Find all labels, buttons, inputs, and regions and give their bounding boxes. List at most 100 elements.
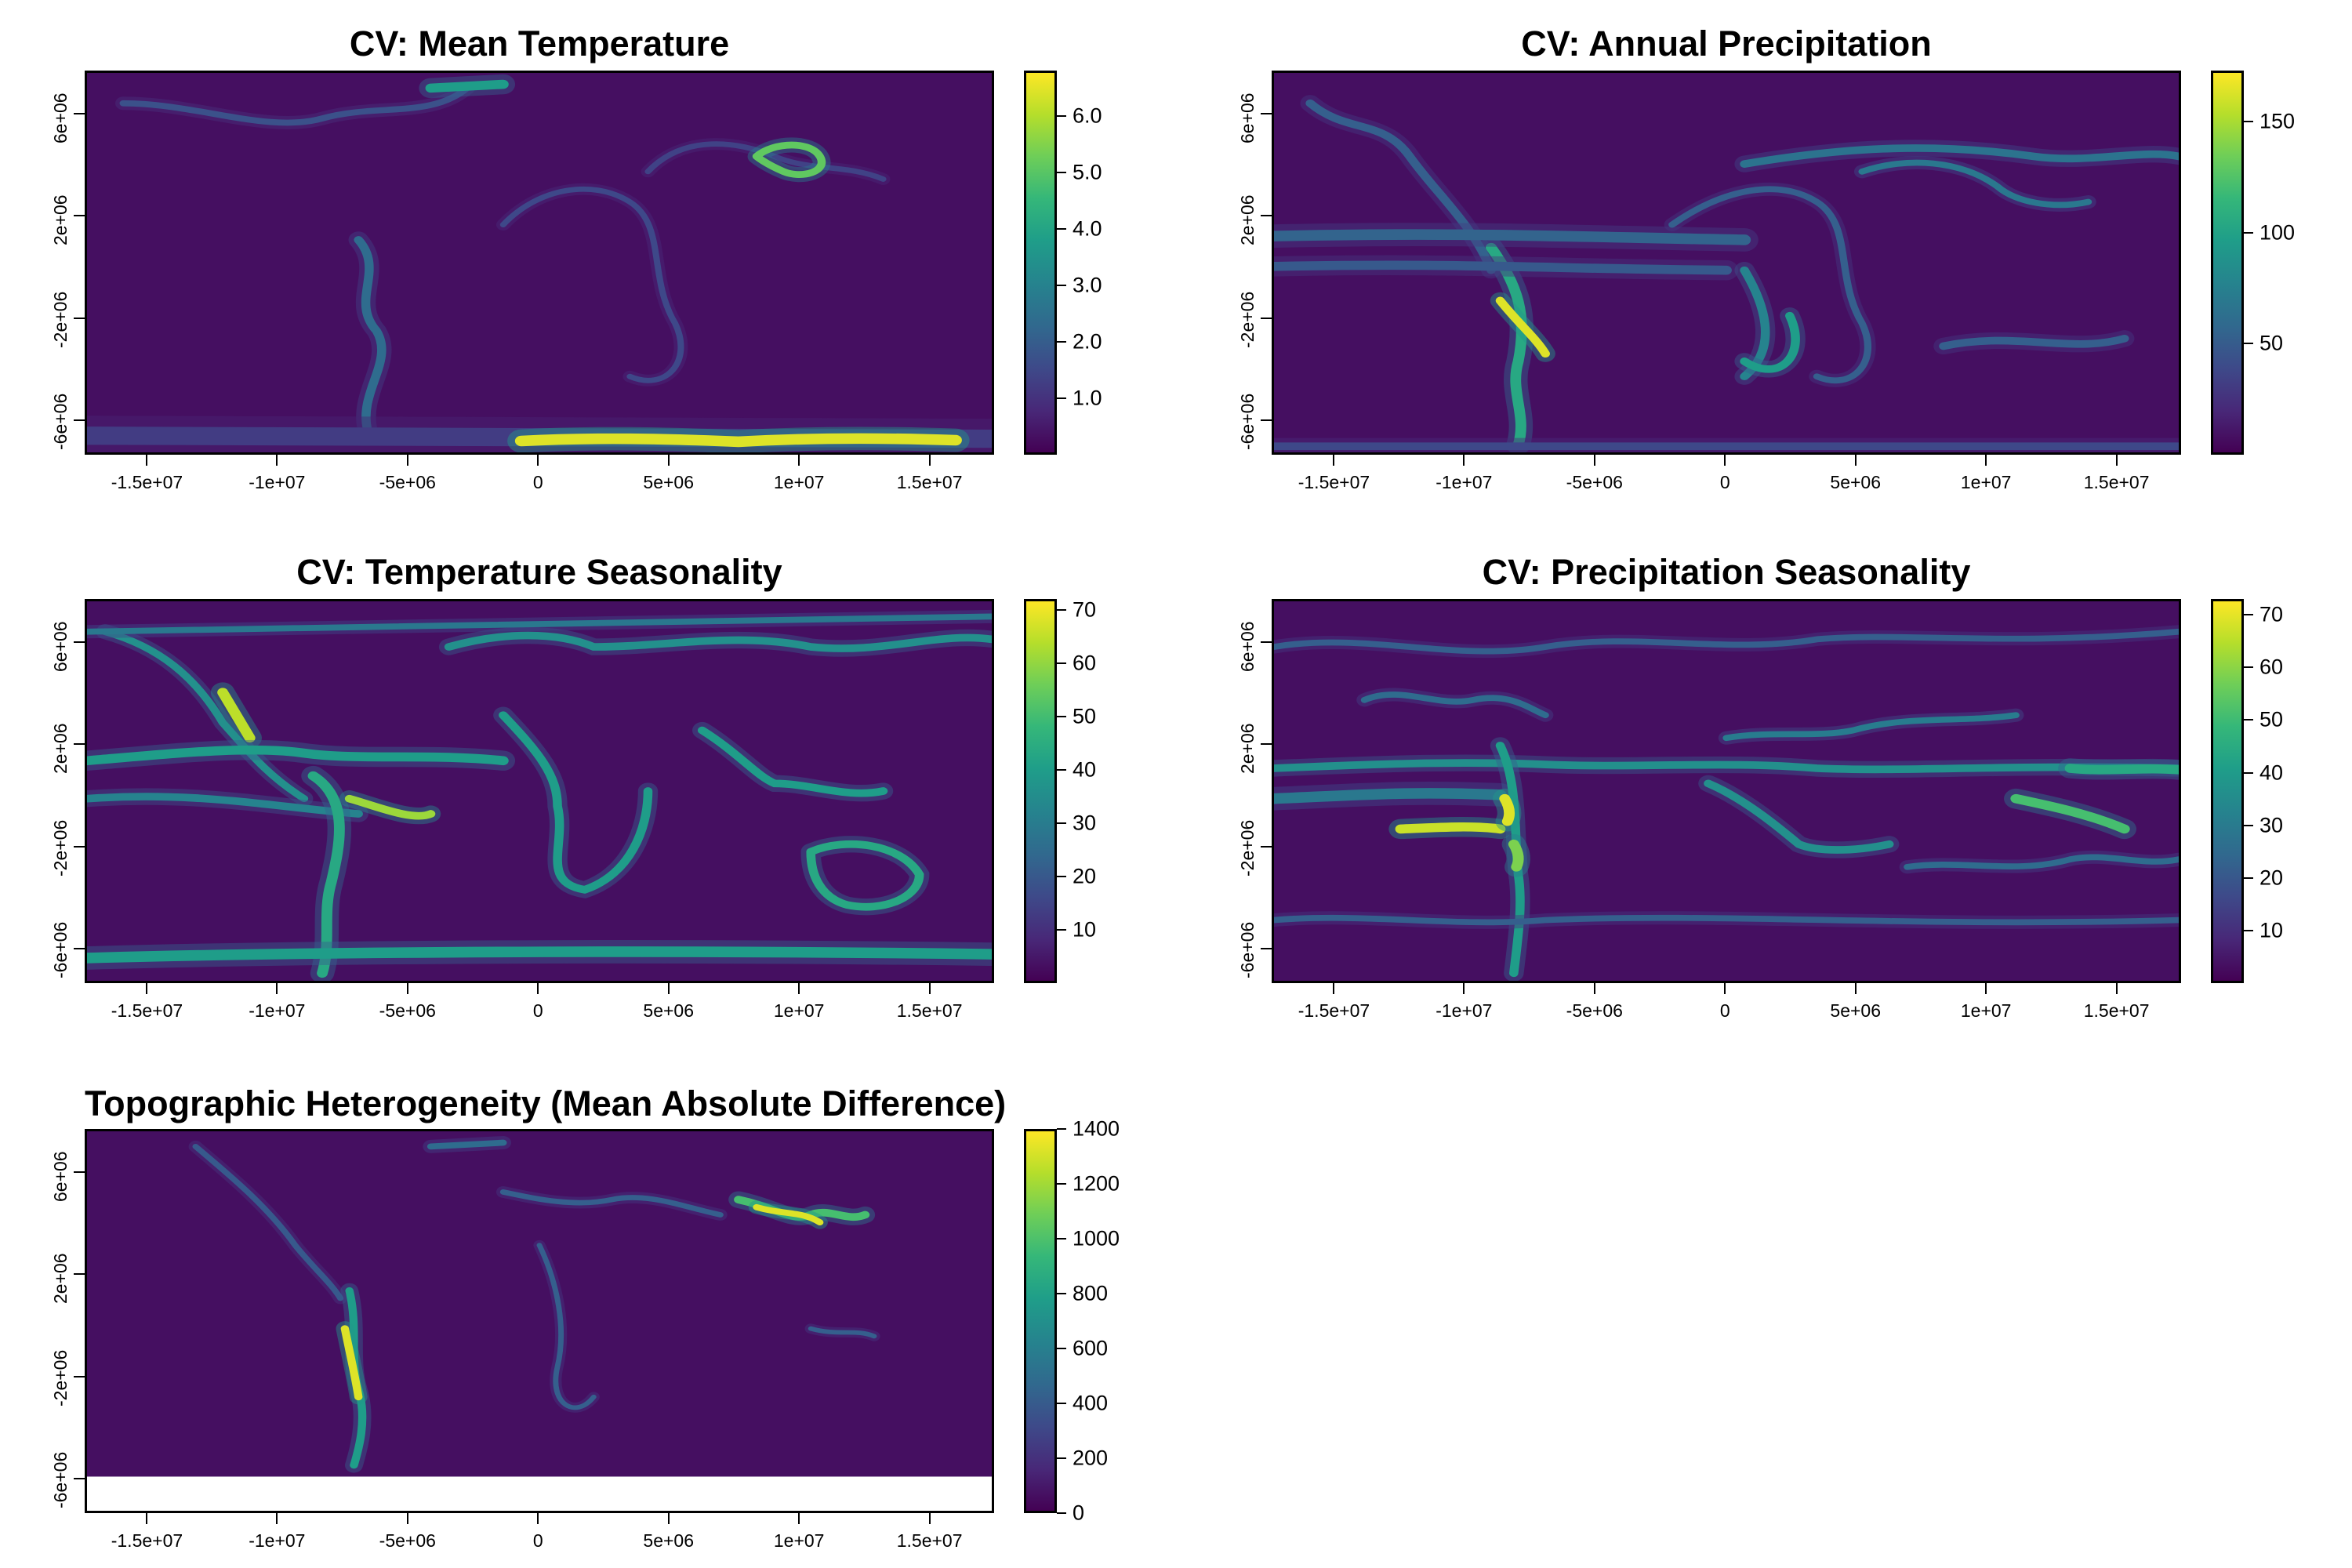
x-tick-mark [1593, 455, 1595, 466]
x-tick-mark [667, 983, 670, 994]
y-tick-label: 2e+06 [50, 194, 71, 246]
raster-feature [2064, 764, 2179, 775]
colorbar-tick-mark [2244, 929, 2253, 931]
x-tick-mark [667, 1513, 670, 1524]
x-tick-mark [146, 455, 148, 466]
x-tick-mark [1724, 455, 1726, 466]
y-tick-mark [74, 112, 85, 114]
colorbar-tick-label: 200 [1073, 1446, 1109, 1470]
colorbar-tick-label: 60 [2259, 655, 2284, 679]
colorbar-tick-label: 1200 [1073, 1171, 1120, 1196]
x-tick-mark [406, 455, 408, 466]
raster-feature [1499, 793, 1515, 826]
colorbar-tick-label: 40 [2259, 760, 2284, 784]
y-tick-mark [1261, 112, 1272, 114]
colorbar-tick-label: 4.0 [1073, 216, 1102, 241]
raster-image [1274, 73, 2179, 452]
colorbar-tick-mark [1057, 1457, 1066, 1459]
raster-feature [87, 613, 992, 635]
raster-feature [697, 726, 888, 797]
x-tick-mark [276, 455, 278, 466]
x-tick-label: -1e+07 [1436, 1000, 1493, 1021]
x-tick-mark [2115, 455, 2118, 466]
x-tick-label: 0 [532, 1530, 543, 1551]
x-tick-label: 0 [532, 1000, 543, 1021]
raster-feature [536, 1243, 597, 1410]
colorbar-tick-mark [1057, 114, 1066, 117]
y-tick-mark [74, 947, 85, 949]
y-tick-mark [74, 743, 85, 746]
colorbar-tick-label: 40 [1073, 757, 1097, 782]
x-tick-mark [798, 983, 800, 994]
colorbar [2211, 599, 2244, 983]
x-tick-label: 1e+07 [773, 472, 825, 492]
x-tick-mark [1333, 455, 1335, 466]
y-tick-mark [74, 641, 85, 643]
x-tick-label: 5e+06 [643, 1000, 695, 1021]
colorbar-tick-label: 50 [1073, 704, 1097, 728]
y-tick-mark [74, 1376, 85, 1378]
colorbar-tick-mark [2244, 877, 2253, 879]
x-tick-label: -5e+06 [379, 1530, 436, 1551]
x-tick-label: -1.5e+07 [111, 472, 183, 492]
x-tick-label: -1e+07 [249, 1000, 306, 1021]
panel-title: CV: Annual Precipitation [1521, 24, 1932, 64]
colorbar-tick-mark [1057, 227, 1066, 230]
x-tick-label: -1e+07 [1436, 472, 1493, 492]
colorbar-tick-label: 1.0 [1073, 386, 1102, 410]
colorbar-tick-label: 10 [1073, 917, 1097, 942]
raster-feature [87, 745, 509, 766]
raster-feature [499, 1189, 724, 1218]
y-tick-label: 2e+06 [1237, 194, 1258, 246]
y-tick-mark [74, 215, 85, 217]
colorbar-tick-mark [1057, 1348, 1066, 1349]
colorbar-tick-label: 0 [1073, 1501, 1085, 1525]
colorbar-tick-mark [1057, 715, 1066, 717]
colorbar-tick-mark [1057, 397, 1066, 399]
raster-feature [1668, 186, 1872, 384]
colorbar-tick-label: 10 [2259, 918, 2284, 942]
panel-title: Topographic Heterogeneity (Mean Absolute… [85, 1083, 1007, 1123]
x-tick-label: 1.5e+07 [2083, 1000, 2150, 1021]
x-tick-mark [1463, 455, 1465, 466]
raster-feature [753, 1203, 824, 1226]
x-tick-label: 1e+07 [773, 1000, 825, 1021]
x-tick-label: 1e+07 [1960, 472, 2012, 492]
panel-title: CV: Temperature Seasonality [296, 552, 782, 592]
raster-feature [1740, 311, 1800, 373]
x-tick-mark [537, 983, 539, 994]
x-tick-label: 1.5e+07 [896, 1530, 963, 1551]
colorbar-tick-mark [1057, 284, 1066, 286]
colorbar-tick-mark [2244, 824, 2253, 826]
raster-background [87, 73, 992, 452]
raster-feature [752, 141, 826, 178]
x-tick-mark [798, 1513, 800, 1524]
map-raster [1272, 599, 2181, 983]
colorbar [1024, 1129, 1057, 1513]
raster-feature [1704, 779, 1894, 854]
raster-feature [644, 141, 887, 182]
colorbar-tick-mark [1057, 1238, 1066, 1240]
y-tick-label: -6e+06 [50, 921, 71, 978]
map-raster [85, 599, 994, 983]
colorbar-tick-mark [2244, 121, 2253, 123]
x-tick-mark [406, 1513, 408, 1524]
raster-feature [344, 794, 436, 820]
raster-feature [514, 433, 962, 448]
y-tick-mark [74, 1477, 85, 1479]
colorbar-tick-mark [1057, 662, 1066, 664]
colorbar [1024, 71, 1057, 455]
map-raster [85, 71, 994, 455]
y-tick-label: 2e+06 [50, 1253, 71, 1305]
raster-image [87, 601, 992, 981]
x-tick-label: 0 [532, 472, 543, 492]
raster-feature [1486, 242, 1527, 450]
x-tick-mark [1593, 983, 1595, 994]
colorbar-tick-mark [2244, 614, 2253, 616]
colorbar-tick-mark [1057, 1512, 1066, 1514]
colorbar-tick-mark [1057, 1403, 1066, 1404]
y-tick-label: -2e+06 [50, 291, 71, 349]
raster-feature [1274, 628, 2179, 655]
raster-feature [426, 1139, 507, 1150]
raster-feature [307, 771, 345, 978]
